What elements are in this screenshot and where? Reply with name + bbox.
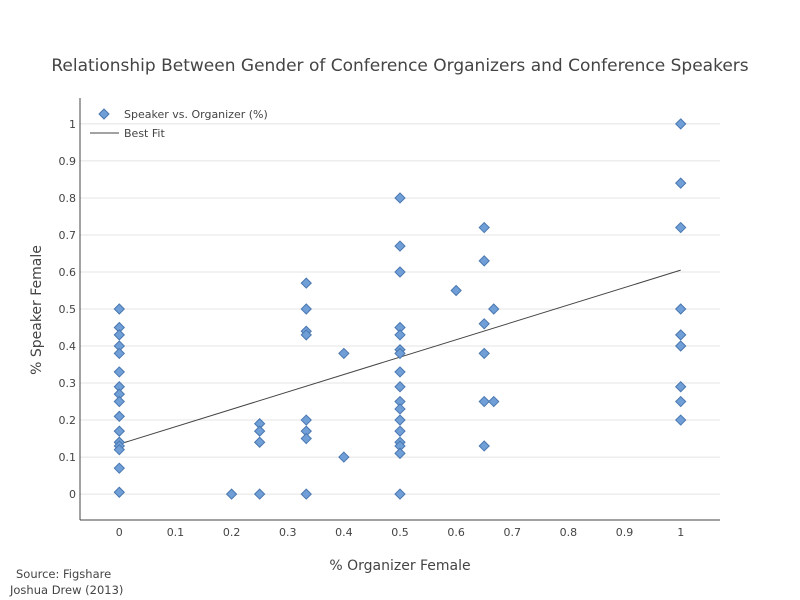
- data-point: [394, 347, 406, 360]
- data-point: [674, 381, 687, 393]
- data-point: [300, 414, 312, 426]
- source-line: Source: Figshare: [16, 567, 112, 581]
- data-point: [394, 329, 406, 341]
- data-point: [488, 395, 500, 408]
- data-point: [338, 451, 350, 463]
- data-point: [113, 329, 126, 341]
- data-point: [450, 284, 462, 297]
- data-point: [300, 303, 312, 315]
- data-point: [674, 340, 687, 352]
- y-tick-label: 0.2: [59, 414, 77, 427]
- data-point: [674, 329, 687, 341]
- data-point: [300, 329, 312, 341]
- x-tick-label: 0.8: [560, 526, 578, 539]
- y-axis-title: % Speaker Female: [29, 245, 45, 375]
- data-point: [300, 432, 312, 445]
- data-point: [478, 440, 490, 452]
- y-tick-label: 0.8: [59, 192, 77, 205]
- author-line: Joshua Drew (2013): [10, 583, 124, 597]
- y-tick-label: 0.4: [59, 340, 77, 353]
- data-point: [113, 443, 126, 456]
- x-tick-label: 0.6: [447, 526, 465, 539]
- data-point: [300, 277, 312, 289]
- data-point: [394, 192, 406, 204]
- y-tick-label: 0.1: [59, 451, 77, 464]
- data-point: [478, 347, 490, 360]
- x-tick-label: 0.9: [616, 526, 634, 539]
- data-point: [394, 488, 406, 500]
- data-point: [394, 366, 406, 378]
- data-point: [113, 395, 126, 408]
- data-point: [394, 425, 406, 437]
- x-tick-label: 0.4: [335, 526, 353, 539]
- data-point: [478, 395, 490, 408]
- data-point: [394, 240, 406, 252]
- y-tick-label: 0.5: [59, 303, 77, 316]
- y-tick-label: 0.9: [59, 155, 77, 168]
- legend-label-scatter: Speaker vs. Organizer (%): [124, 108, 268, 121]
- x-tick-label: 0: [116, 526, 123, 539]
- data-point: [253, 436, 266, 448]
- data-point: [113, 410, 126, 423]
- data-point: [113, 347, 126, 360]
- x-axis-title: % Organizer Female: [329, 558, 471, 574]
- x-tick-label: 1: [677, 526, 684, 539]
- data-point: [674, 414, 687, 426]
- legend-label-best-fit: Best Fit: [124, 127, 165, 140]
- data-point: [394, 447, 406, 460]
- data-point: [478, 318, 490, 330]
- x-tick-label: 0.3: [279, 526, 297, 539]
- x-tick-label: 0.7: [504, 526, 522, 539]
- data-point: [478, 255, 490, 267]
- y-tick-label: 0: [69, 488, 76, 501]
- data-point: [674, 221, 687, 234]
- data-point: [225, 488, 238, 500]
- data-point: [113, 425, 126, 437]
- data-point: [113, 366, 126, 378]
- data-point: [394, 414, 406, 426]
- data-point: [113, 486, 126, 498]
- data-point: [674, 118, 687, 130]
- data-point: [674, 395, 687, 408]
- chart-title: Relationship Between Gender of Conferenc…: [51, 56, 749, 76]
- data-point: [113, 303, 126, 315]
- y-tick-label: 0.6: [59, 266, 77, 279]
- data-point: [338, 347, 350, 360]
- x-tick-label: 0.1: [167, 526, 185, 539]
- data-point: [674, 303, 687, 315]
- data-point: [674, 177, 687, 189]
- data-point: [394, 403, 406, 415]
- x-tick-label: 0.2: [223, 526, 241, 539]
- source-note: Source: Figshare Joshua Drew (2013): [10, 566, 123, 598]
- y-tick-label: 0.7: [59, 229, 77, 242]
- data-point: [253, 425, 266, 437]
- data-point: [394, 266, 406, 278]
- data-point: [113, 462, 126, 474]
- data-point: [488, 303, 500, 315]
- x-tick-label: 0.5: [391, 526, 409, 539]
- data-point: [478, 221, 490, 234]
- y-tick-label: 1: [69, 118, 76, 131]
- data-point: [300, 488, 312, 500]
- data-point: [253, 488, 266, 500]
- y-tick-label: 0.3: [59, 377, 77, 390]
- data-point: [394, 381, 406, 393]
- legend-marker-scatter: [98, 108, 110, 120]
